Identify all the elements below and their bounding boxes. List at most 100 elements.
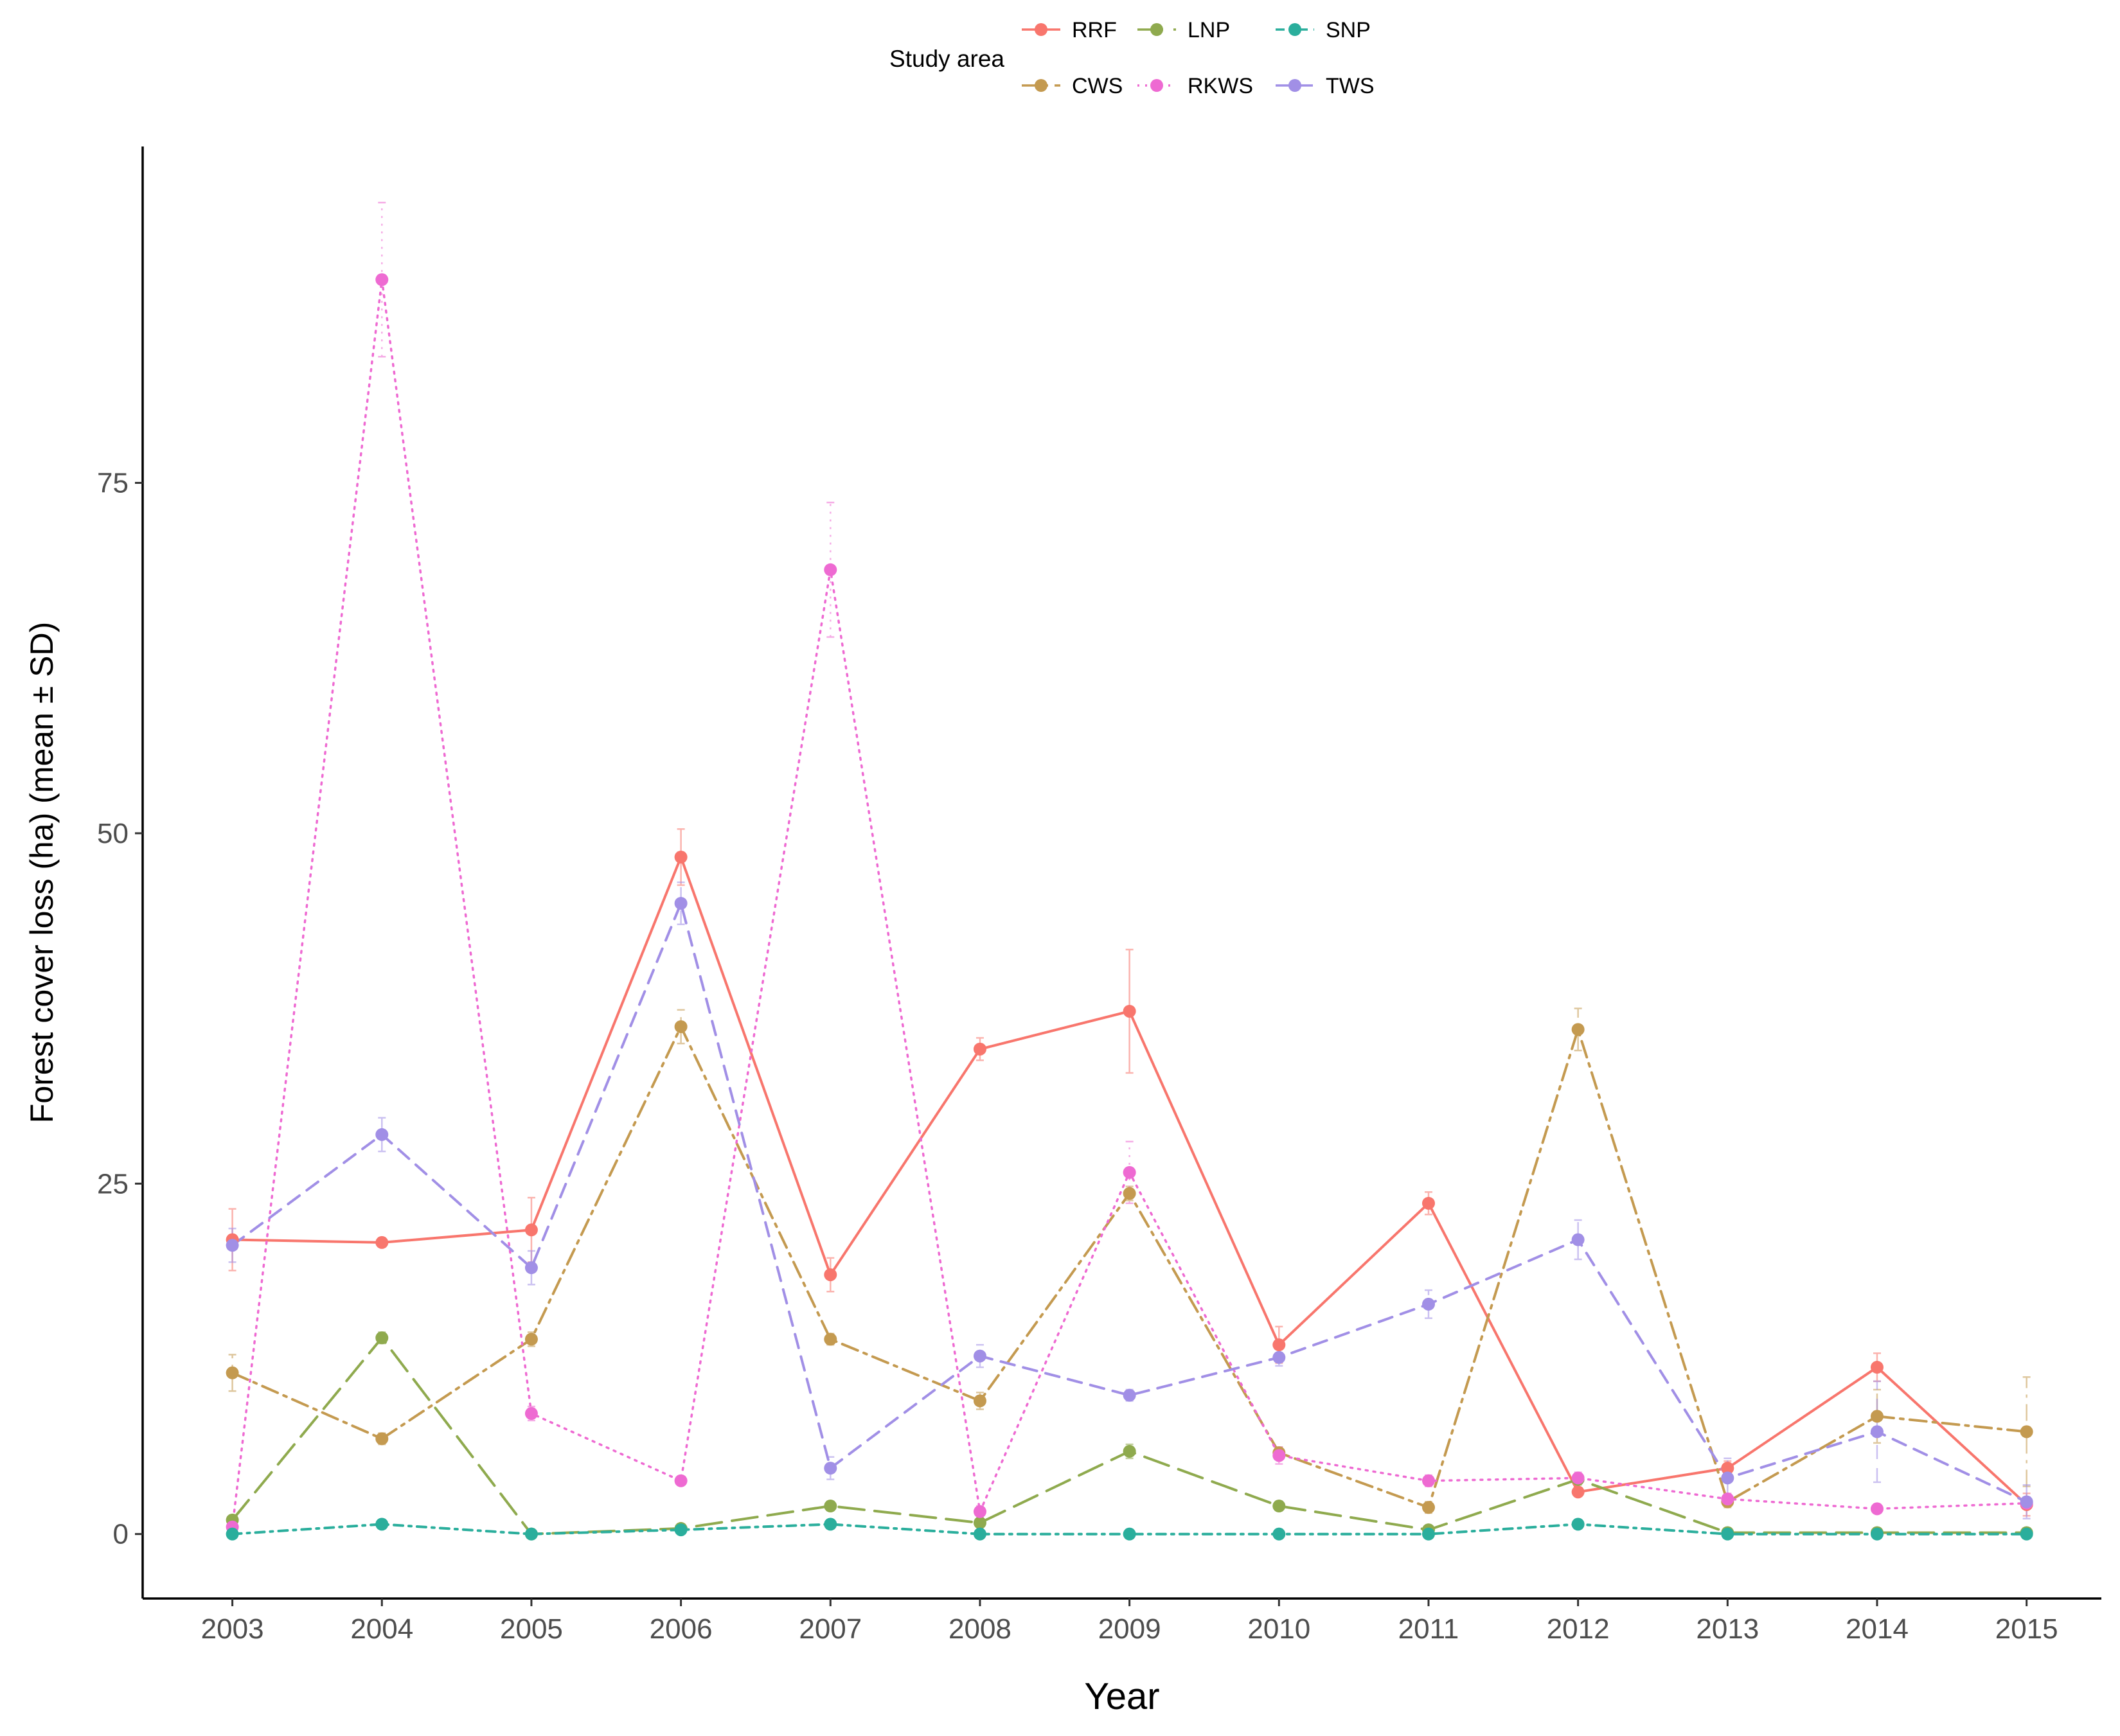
data-point-rkws-2004 <box>375 273 389 287</box>
x-tick-label-2014: 2014 <box>1846 1613 1909 1645</box>
error-bar-cws-2006 <box>677 1009 685 1045</box>
data-point-cws-2014 <box>1870 1410 1884 1423</box>
x-tick-label-2008: 2008 <box>949 1613 1011 1645</box>
data-point-snp-2011 <box>1421 1527 1435 1541</box>
y-tick-label-25: 25 <box>97 1168 129 1200</box>
data-point-tws-2006 <box>674 896 688 910</box>
data-point-rkws-2006 <box>674 1474 688 1487</box>
legend-label-rkws: RKWS <box>1188 74 1253 98</box>
legend-item-cws: CWS <box>1022 74 1123 98</box>
legend-key-point-cws <box>1035 79 1047 92</box>
data-point-snp-2006 <box>674 1523 688 1537</box>
data-point-cws-2012 <box>1571 1023 1585 1036</box>
legend-label-lnp: LNP <box>1188 18 1230 42</box>
legend-title: Study area <box>889 46 1004 72</box>
data-point-rrf-2011 <box>1421 1196 1435 1210</box>
data-point-tws-2014 <box>1870 1425 1884 1439</box>
x-tick-label-2013: 2013 <box>1696 1613 1759 1645</box>
data-point-cws-2011 <box>1421 1501 1435 1514</box>
data-point-cws-2009 <box>1123 1187 1136 1200</box>
data-point-tws-2010 <box>1272 1351 1286 1364</box>
y-tick-label-50: 50 <box>97 818 129 849</box>
error-bar-tws-2006 <box>677 881 685 925</box>
data-point-snp-2007 <box>824 1518 837 1531</box>
error-bar-cws-2003 <box>228 1354 236 1392</box>
data-point-tws-2008 <box>973 1349 986 1363</box>
data-point-snp-2005 <box>524 1527 538 1541</box>
x-tick-label-2005: 2005 <box>500 1613 563 1645</box>
data-point-rkws-2009 <box>1123 1165 1136 1179</box>
legend-key-point-rkws <box>1150 79 1163 92</box>
data-point-rkws-2005 <box>524 1407 538 1421</box>
data-point-rrf-2014 <box>1870 1361 1884 1374</box>
data-point-rrf-2007 <box>824 1268 837 1282</box>
data-point-cws-2003 <box>226 1366 239 1379</box>
legend-key-point-snp <box>1288 23 1301 36</box>
data-point-rrf-2008 <box>973 1042 986 1056</box>
data-point-tws-2012 <box>1571 1233 1585 1246</box>
data-point-rkws-2014 <box>1870 1502 1884 1516</box>
data-point-rkws-2010 <box>1272 1449 1286 1462</box>
y-ticks: 0 25 50 75 <box>97 468 143 1550</box>
data-point-cws-2015 <box>2020 1425 2033 1439</box>
x-ticks: 2003 2004 2005 2006 2007 2008 2009 2010 2011 2012… <box>201 1599 2058 1645</box>
data-point-tws-2011 <box>1421 1297 1435 1311</box>
error-bar-tws-2005 <box>527 1250 535 1286</box>
data-point-cws-2005 <box>524 1333 538 1346</box>
data-point-lnp-2010 <box>1272 1500 1286 1513</box>
data-point-rrf-2006 <box>674 851 688 864</box>
error-bar-tws-2012 <box>1574 1219 1582 1261</box>
legend-item-lnp: LNP <box>1137 18 1230 42</box>
data-point-tws-2009 <box>1123 1388 1136 1402</box>
data-point-rrf-2009 <box>1123 1004 1136 1018</box>
x-tick-label-2003: 2003 <box>201 1613 264 1645</box>
legend-item-rrf: RRF <box>1022 18 1117 42</box>
error-bars <box>228 202 2031 1537</box>
series-points <box>226 273 2033 1541</box>
data-point-cws-2004 <box>375 1432 389 1446</box>
x-tick-label-2004: 2004 <box>350 1613 413 1645</box>
legend-items: RRF CWS LNP RKWS SNP TWS <box>1022 18 1375 98</box>
x-tick-label-2007: 2007 <box>799 1613 862 1645</box>
data-point-snp-2015 <box>2020 1527 2033 1541</box>
data-point-tws-2013 <box>1721 1471 1734 1485</box>
legend-label-cws: CWS <box>1072 74 1123 98</box>
data-point-tws-2007 <box>824 1462 837 1475</box>
data-point-snp-2009 <box>1123 1527 1136 1541</box>
y-tick-label-0: 0 <box>113 1519 129 1550</box>
x-tick-label-2006: 2006 <box>650 1613 713 1645</box>
legend-key-point-lnp <box>1150 23 1163 36</box>
data-point-tws-2003 <box>226 1239 239 1252</box>
data-point-snp-2003 <box>226 1527 239 1541</box>
series-line-cws <box>231 1023 2028 1509</box>
legend-key-point-rrf <box>1035 23 1047 36</box>
x-tick-label-2010: 2010 <box>1247 1613 1310 1645</box>
legend-label-snp: SNP <box>1326 18 1371 42</box>
legend-item-tws: TWS <box>1276 74 1375 98</box>
x-tick-label-2012: 2012 <box>1547 1613 1610 1645</box>
axes: 0 25 50 75 2003 2004 2005 2006 2007 2008 2009 2010… <box>97 146 2101 1645</box>
y-tick-label-75: 75 <box>97 468 129 499</box>
data-point-snp-2008 <box>973 1527 986 1541</box>
y-axis-title: Forest cover loss (ha) (mean ± SD) <box>24 622 60 1123</box>
data-point-snp-2014 <box>1870 1527 1884 1541</box>
series-line-rkws <box>231 279 2028 1528</box>
error-bar-cws-2012 <box>1574 1007 1582 1052</box>
data-point-snp-2013 <box>1721 1527 1734 1541</box>
x-tick-label-2009: 2009 <box>1098 1613 1161 1645</box>
data-point-tws-2015 <box>2020 1495 2033 1509</box>
data-point-cws-2008 <box>973 1394 986 1408</box>
x-tick-label-2015: 2015 <box>1995 1613 2058 1645</box>
error-bar-rkws-2004 <box>378 202 386 358</box>
data-point-rrf-2013 <box>1721 1462 1734 1475</box>
data-point-rrf-2005 <box>524 1223 538 1237</box>
data-point-cws-2007 <box>824 1333 837 1346</box>
legend: Study area RRF CWS LNP RKWS SNP TWS <box>889 18 1375 98</box>
legend-item-snp: SNP <box>1276 18 1371 42</box>
error-bar-rkws-2005 <box>527 1405 535 1422</box>
legend-key-point-tws <box>1288 79 1301 92</box>
data-point-snp-2012 <box>1571 1518 1585 1531</box>
legend-label-rrf: RRF <box>1072 18 1117 42</box>
data-point-tws-2004 <box>375 1128 389 1141</box>
